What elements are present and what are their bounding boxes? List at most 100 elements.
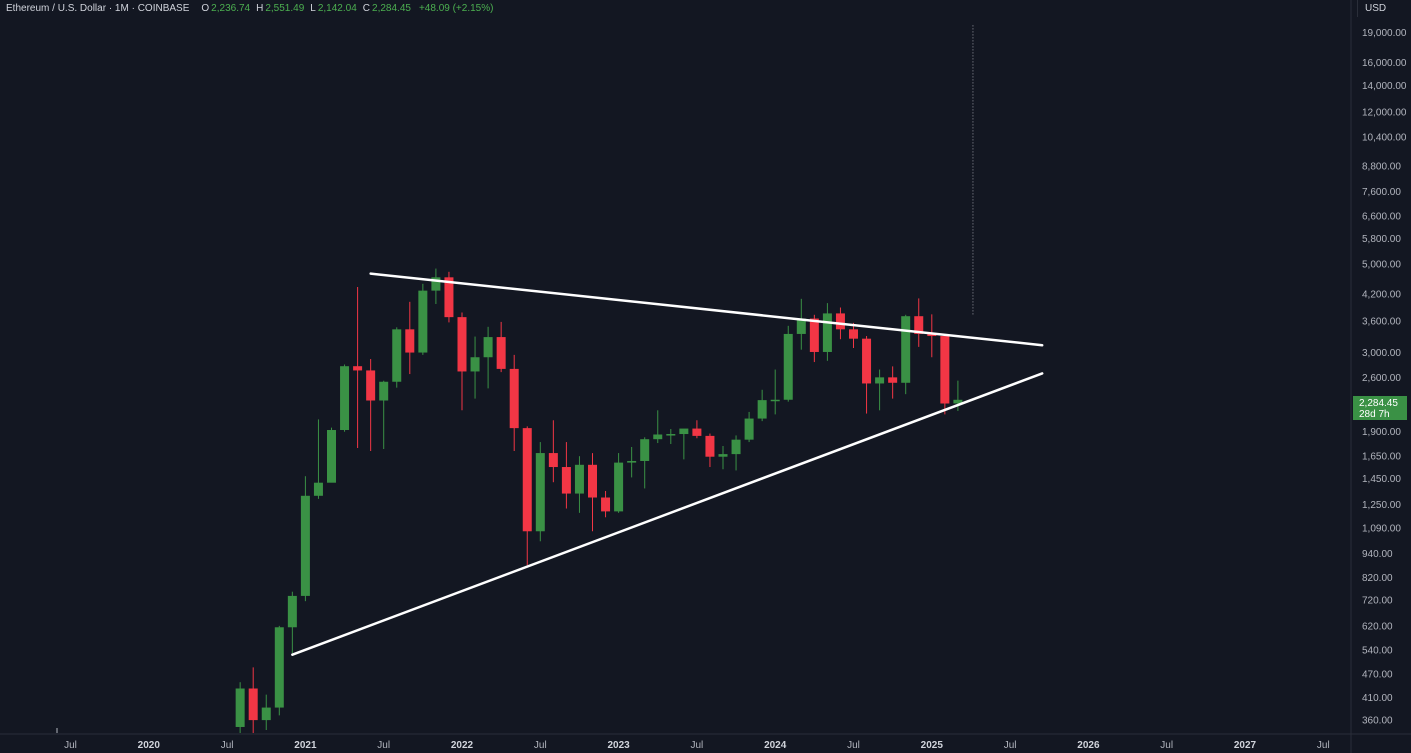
candle[interactable] xyxy=(300,476,310,602)
time-tick-label: 2022 xyxy=(451,740,474,751)
candle[interactable] xyxy=(483,326,493,389)
candle[interactable] xyxy=(313,419,323,499)
candle[interactable] xyxy=(405,301,415,375)
bar-countdown: 28d 7h xyxy=(1359,409,1390,420)
candle[interactable] xyxy=(548,420,558,483)
price-tick-label: 1,900.00 xyxy=(1362,427,1401,438)
currency-selector[interactable]: USD xyxy=(1357,0,1407,17)
candle[interactable] xyxy=(653,410,663,444)
plot-area[interactable] xyxy=(56,25,1044,733)
candle-body xyxy=(757,400,767,419)
candle[interactable] xyxy=(888,366,898,399)
candle[interactable] xyxy=(522,426,532,566)
candle[interactable] xyxy=(561,442,571,509)
candle[interactable] xyxy=(327,427,336,483)
candle-body xyxy=(744,418,754,440)
candle-body xyxy=(470,357,480,372)
candle-body xyxy=(796,318,806,334)
candle[interactable] xyxy=(601,490,611,518)
change-value: +48.09 (+2.15%) xyxy=(418,3,494,14)
candle[interactable] xyxy=(366,359,376,452)
candle[interactable] xyxy=(379,380,389,449)
candle[interactable] xyxy=(875,369,885,411)
candle[interactable] xyxy=(744,411,754,443)
candle[interactable] xyxy=(392,327,402,388)
trendline-lower[interactable] xyxy=(291,372,1044,656)
candle[interactable] xyxy=(927,314,937,358)
price-tick-label: 2,600.00 xyxy=(1362,373,1401,384)
candle[interactable] xyxy=(574,456,584,513)
price-tick-label: 5,000.00 xyxy=(1362,260,1401,271)
candle-body xyxy=(705,435,715,457)
candle-body xyxy=(561,467,571,494)
price-tick-label: 540.00 xyxy=(1362,645,1393,656)
time-tick-label: Jul xyxy=(64,740,77,751)
price-tick-label: 12,000.00 xyxy=(1362,108,1407,119)
candle-body xyxy=(535,453,545,532)
candle[interactable] xyxy=(692,420,702,439)
candle[interactable] xyxy=(718,445,728,470)
candle[interactable] xyxy=(353,286,363,448)
time-tick-label: 2020 xyxy=(138,740,161,751)
candle[interactable] xyxy=(757,389,767,422)
candle[interactable] xyxy=(470,336,480,399)
symbol-title[interactable]: Ethereum / U.S. Dollar · 1M · COINBASE xyxy=(6,3,190,14)
candle[interactable] xyxy=(770,369,780,415)
candle[interactable] xyxy=(731,435,741,471)
candle[interactable] xyxy=(849,322,858,348)
close-value: 2,284.45 xyxy=(372,3,411,14)
candle[interactable] xyxy=(431,268,441,304)
candle-body xyxy=(940,336,950,404)
candle[interactable] xyxy=(809,314,819,363)
candle-body xyxy=(248,688,258,721)
candle-body xyxy=(313,482,323,496)
candle[interactable] xyxy=(796,298,806,350)
candle-body xyxy=(366,370,376,401)
candle[interactable] xyxy=(640,437,650,489)
candle-body xyxy=(666,434,676,436)
candle[interactable] xyxy=(940,334,950,415)
candle[interactable] xyxy=(509,354,519,452)
candle-body xyxy=(457,317,467,372)
candle-body xyxy=(953,399,963,404)
low-value: 2,142.04 xyxy=(317,3,357,14)
price-axis[interactable]: 19,000.00 16,000.00 14,000.00 12,000.00 10,4… xyxy=(1350,0,1407,753)
price-tick-label: 5,800.00 xyxy=(1362,234,1401,245)
candle[interactable] xyxy=(588,453,597,532)
candle[interactable] xyxy=(235,682,245,733)
candle[interactable] xyxy=(627,446,637,478)
trendline-upper[interactable] xyxy=(369,272,1044,347)
candle[interactable] xyxy=(535,442,545,542)
price-tick-label: 19,000.00 xyxy=(1362,28,1407,39)
candle-body xyxy=(601,497,611,512)
candle[interactable] xyxy=(418,283,428,355)
candle-body xyxy=(849,329,858,339)
candle[interactable] xyxy=(340,364,350,432)
candle[interactable] xyxy=(862,336,872,414)
price-tick-label: 6,600.00 xyxy=(1362,211,1401,222)
candle[interactable] xyxy=(666,429,676,445)
candle-body xyxy=(770,399,780,402)
candle-body xyxy=(522,428,532,532)
candle[interactable] xyxy=(261,694,271,731)
time-axis[interactable]: Jul 2020 Jul 2021 Jul 2022 Jul 2023 Jul 2024 Jul 20… xyxy=(0,733,1411,751)
candle[interactable] xyxy=(914,298,924,347)
candle[interactable] xyxy=(457,312,467,411)
candle[interactable] xyxy=(783,325,793,402)
price-tick-label: 7,600.00 xyxy=(1362,187,1401,198)
low-key: L xyxy=(310,3,316,14)
candle[interactable] xyxy=(705,433,715,468)
candle[interactable] xyxy=(822,303,832,361)
candle[interactable] xyxy=(274,625,284,716)
candle[interactable] xyxy=(287,591,297,654)
candle[interactable] xyxy=(901,314,911,395)
price-tick-label: 16,000.00 xyxy=(1362,58,1407,69)
candle-body xyxy=(888,377,898,383)
candle[interactable] xyxy=(444,271,454,323)
candle[interactable] xyxy=(496,321,506,373)
candle[interactable] xyxy=(679,428,689,460)
candle[interactable] xyxy=(614,453,624,513)
candle[interactable] xyxy=(248,667,258,733)
time-tick-label: Jul xyxy=(534,740,547,751)
